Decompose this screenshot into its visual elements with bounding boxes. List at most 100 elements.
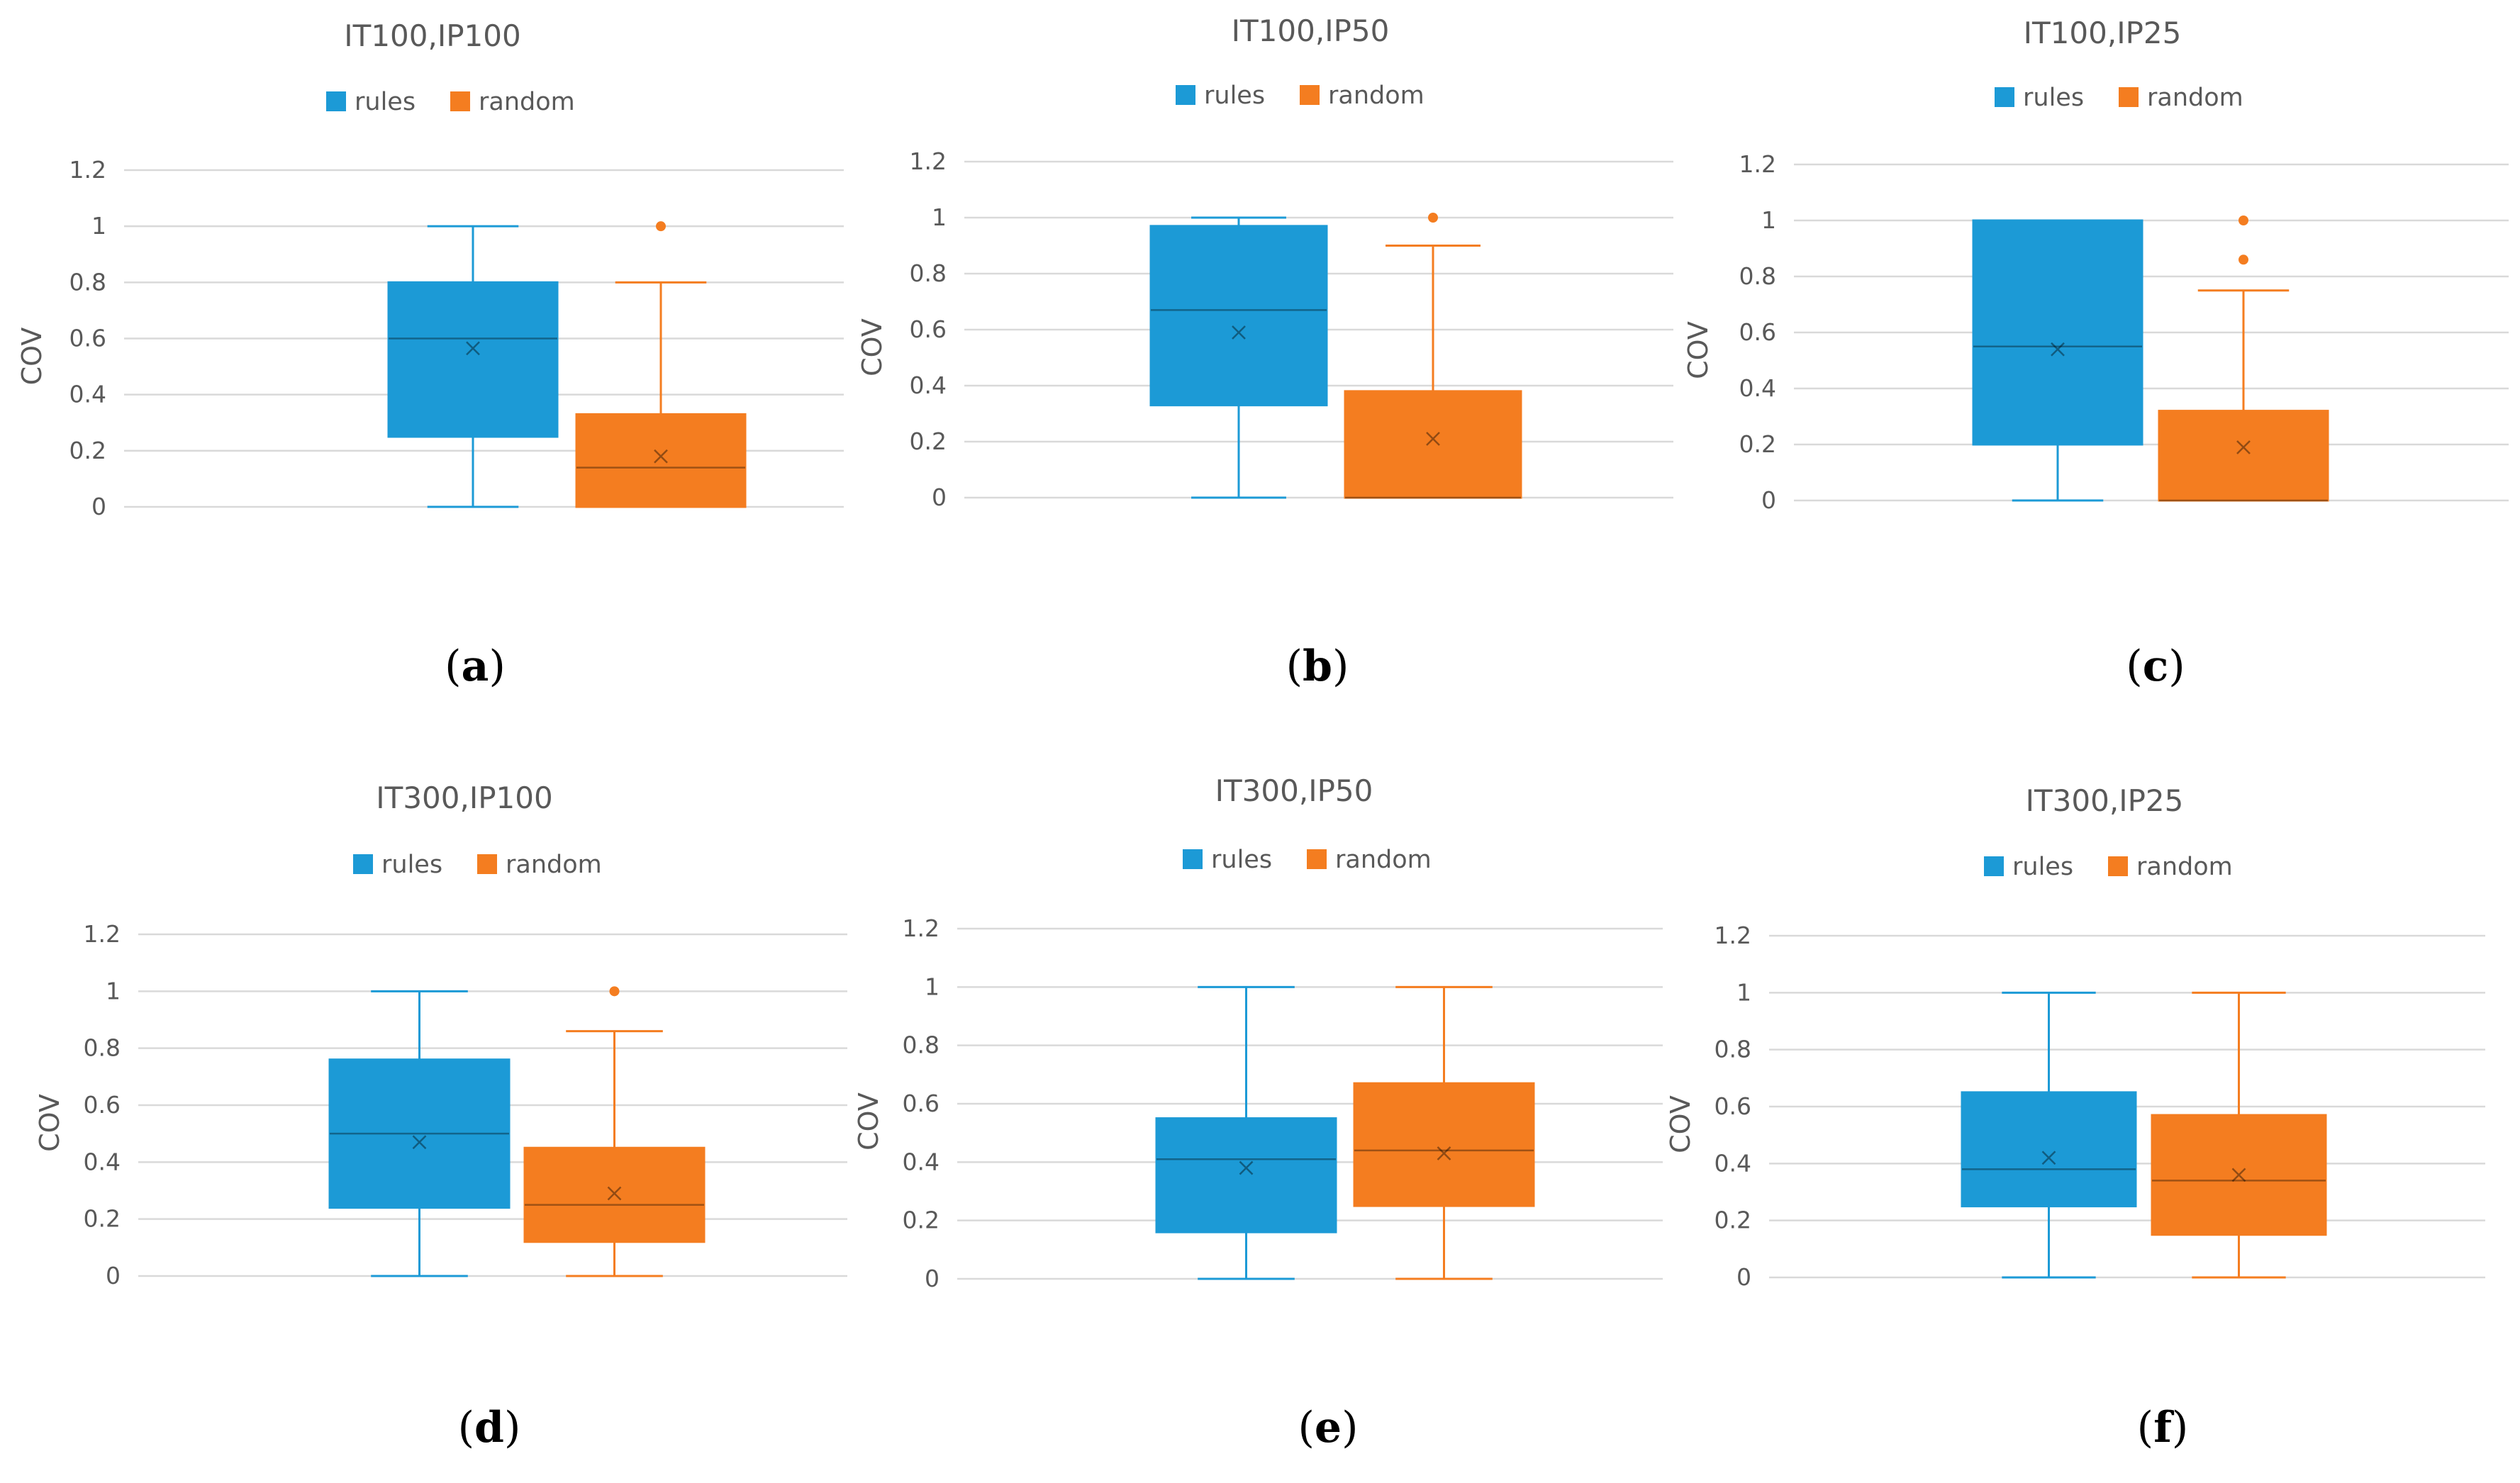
panel-caption: (f) — [2137, 1403, 2189, 1453]
box-random — [1353, 985, 1535, 1280]
box-random — [2158, 216, 2329, 502]
box-iqr — [328, 1058, 511, 1209]
chart-title: IT300,IP25 — [2026, 783, 2184, 818]
box-random — [575, 221, 747, 508]
box-iqr — [1344, 390, 1522, 499]
y-tick-label: 0.4 — [69, 381, 106, 408]
y-tick-label: 0.4 — [1739, 374, 1776, 402]
panel-caption: (b) — [1286, 642, 1349, 691]
box-iqr — [523, 1146, 706, 1243]
y-tick-label: 0.4 — [910, 371, 947, 399]
y-axis-label: COV — [34, 1094, 65, 1152]
box-iqr — [2151, 1114, 2327, 1236]
y-axis-label: COV — [1683, 321, 1714, 379]
y-tick-label: 0.6 — [69, 325, 106, 352]
outlier-point — [1428, 213, 1438, 223]
y-tick-label: 0.2 — [1739, 430, 1776, 458]
y-tick-label: 0.6 — [903, 1090, 940, 1117]
box-random — [523, 986, 706, 1277]
y-tick-label: 1 — [106, 977, 121, 1004]
mean-marker — [2041, 1151, 2056, 1165]
box-iqr — [1155, 1117, 1337, 1233]
mean-marker — [466, 341, 480, 356]
legend-swatch-rules — [1995, 87, 2014, 107]
legend-label-random: random — [479, 88, 575, 116]
mean-marker — [2236, 440, 2251, 454]
y-axis-label: COV — [16, 328, 48, 386]
y-tick-label: 0 — [925, 1265, 940, 1292]
y-tick-label: 1 — [91, 212, 106, 240]
chart-title: IT300,IP100 — [376, 780, 552, 815]
box-iqr — [575, 413, 747, 508]
chart-title: IT300,IP50 — [1215, 773, 1373, 808]
y-tick-label: 0.8 — [1715, 1036, 1751, 1063]
y-tick-label: 0.6 — [84, 1091, 121, 1119]
legend-label-random: random — [1335, 846, 1432, 874]
box-iqr — [1353, 1082, 1535, 1207]
y-tick-label: 0.6 — [1715, 1092, 1751, 1120]
y-tick-label: 1.2 — [1715, 922, 1751, 949]
y-tick-label: 0.8 — [903, 1031, 940, 1059]
legend-label-random: random — [2147, 84, 2243, 112]
panel-caption: (e) — [1298, 1403, 1358, 1453]
panel-caption: (c) — [2126, 642, 2185, 691]
legend-swatch-rules — [1183, 849, 1203, 869]
chart-panel-a: IT100,IP100 rules random 0 0.2 0.4 0.6 0.8 1 1.2 C… — [16, 18, 844, 691]
chart-panel-f: IT300,IP25 rules random 0 0.2 0.4 0.6 0.8 1 1.2 CO… — [1665, 783, 2485, 1453]
y-axis-label: COV — [853, 1092, 884, 1151]
y-tick-label: 1 — [932, 203, 947, 231]
legend-swatch-random — [2119, 87, 2139, 107]
y-tick-label: 1 — [925, 973, 940, 1000]
legend-label-rules: rules — [381, 851, 442, 879]
legend-label-random: random — [1328, 82, 1425, 110]
box-rules — [328, 990, 511, 1277]
legend-swatch-random — [2108, 856, 2128, 876]
y-tick-label: 1.2 — [903, 914, 940, 942]
y-tick-label: 1.2 — [1739, 150, 1776, 178]
box-iqr — [2158, 410, 2329, 502]
y-tick-label: 0 — [1761, 486, 1776, 514]
y-tick-label: 0 — [91, 493, 106, 520]
box-iqr — [1972, 219, 2143, 446]
y-tick-label: 0 — [106, 1262, 121, 1289]
chart-title: IT100,IP25 — [2024, 16, 2182, 50]
chart-panel-c: IT100,IP25 rules random 0 0.2 0.4 0.6 0.8 1 1.2 CO… — [1683, 16, 2509, 691]
y-tick-label: 0.8 — [1739, 262, 1776, 290]
legend-swatch-random — [1307, 849, 1327, 869]
y-tick-label: 1 — [1736, 978, 1751, 1006]
y-tick-label: 1.2 — [84, 920, 121, 948]
box-iqr — [1961, 1091, 2137, 1208]
chart-panel-d: IT300,IP100 rules random 0 0.2 0.4 0.6 0.8 1 1.2 C… — [34, 780, 847, 1453]
box-rules — [1149, 216, 1328, 499]
legend-label-random: random — [506, 851, 602, 879]
box-iqr — [1149, 225, 1328, 407]
y-tick-label: 0.4 — [1715, 1149, 1751, 1177]
mean-marker — [2231, 1168, 2246, 1182]
y-axis-label: COV — [857, 318, 888, 376]
y-tick-label: 0.4 — [903, 1148, 940, 1175]
mean-marker — [607, 1186, 622, 1201]
box-iqr — [387, 281, 559, 438]
outlier-point — [609, 986, 620, 997]
legend-swatch-rules — [1984, 856, 2004, 876]
legend-swatch-random — [450, 91, 470, 111]
mean-marker — [1426, 432, 1440, 446]
y-tick-label: 0.2 — [1715, 1207, 1751, 1234]
y-axis-label: COV — [1665, 1095, 1696, 1153]
y-tick-label: 0 — [1736, 1263, 1751, 1291]
legend-label-rules: rules — [2012, 853, 2073, 881]
legend-swatch-rules — [1176, 85, 1195, 105]
mean-marker — [654, 449, 668, 464]
legend-label-random: random — [2136, 853, 2233, 881]
box-rules — [1155, 985, 1337, 1280]
chart-title: IT100,IP100 — [344, 18, 520, 53]
outlier-point — [656, 221, 666, 232]
y-tick-label: 0.2 — [910, 427, 947, 455]
y-tick-label: 0.2 — [69, 437, 106, 464]
y-tick-label: 1 — [1761, 206, 1776, 234]
box-rules — [1961, 991, 2137, 1279]
legend-label-rules: rules — [1204, 82, 1265, 110]
legend-swatch-random — [477, 854, 497, 874]
mean-marker — [1437, 1146, 1451, 1160]
